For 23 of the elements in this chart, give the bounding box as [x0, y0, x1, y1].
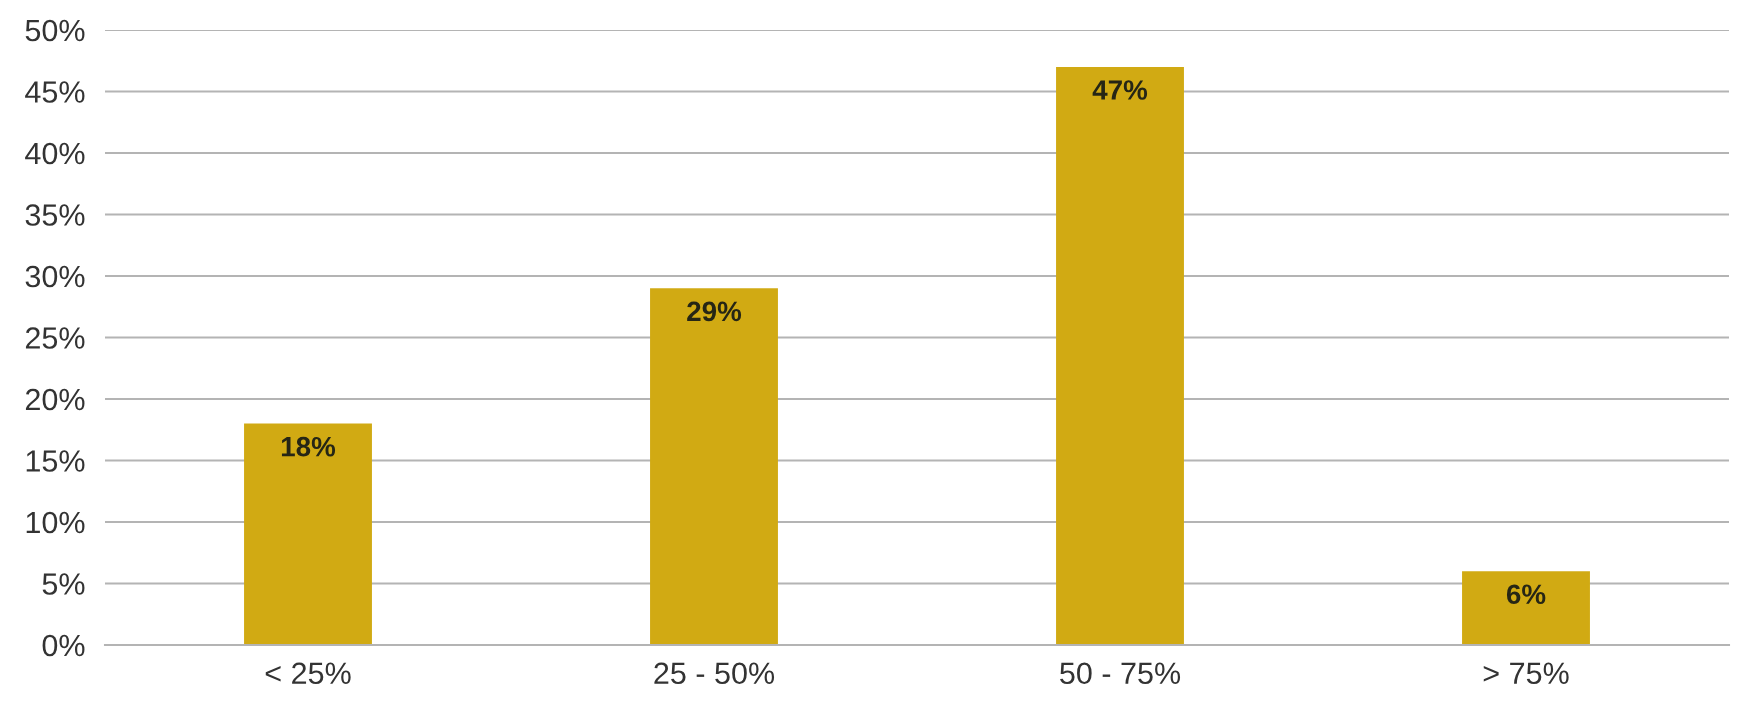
bar: [650, 288, 778, 645]
bar: [1056, 66, 1184, 645]
x-tick-label: 50 - 75%: [1060, 662, 1181, 685]
y-tick-label: 40%: [25, 142, 85, 165]
x-tick-label: < 25%: [265, 662, 351, 685]
bar: [244, 423, 372, 645]
data-label: 29%: [687, 301, 742, 322]
x-tick-label: > 75%: [1483, 662, 1569, 685]
y-tick-label: 25%: [25, 327, 85, 349]
y-tick-label: 30%: [25, 265, 85, 288]
y-tick-label: 35%: [25, 204, 85, 226]
y-tick-label: 0%: [42, 634, 85, 657]
y-tick-label: 50%: [25, 19, 85, 42]
data-label: 6%: [1506, 584, 1546, 605]
y-tick-label: 15%: [26, 450, 85, 472]
y-tick-label: 5%: [42, 573, 85, 595]
data-label: 47%: [1092, 80, 1148, 100]
data-label: 18%: [281, 436, 336, 457]
x-tick-label: 25 - 50%: [654, 662, 775, 685]
y-tick-label: 10%: [26, 511, 85, 534]
y-tick-label: 20%: [25, 388, 85, 411]
bar: [1462, 571, 1590, 645]
y-tick-label: 45%: [25, 81, 85, 103]
